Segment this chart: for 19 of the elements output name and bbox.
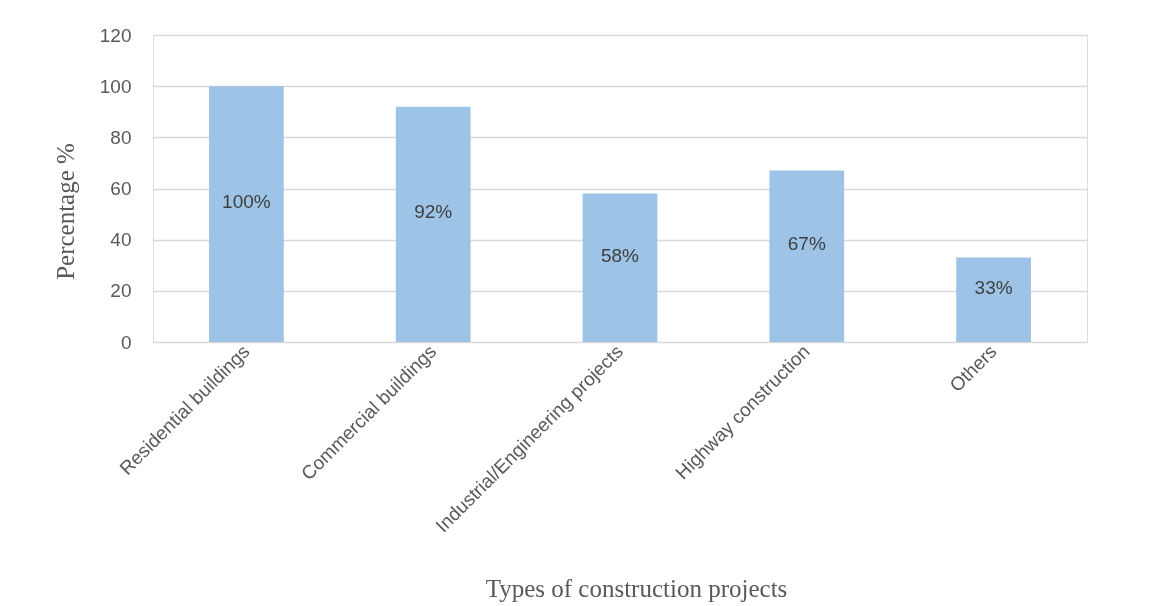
x-axis-title: Types of construction projects [485,574,788,602]
data-label: 100% [222,191,271,213]
y-tick-label: 100 [99,75,132,97]
y-tick-label: 0 [120,331,132,353]
y-tick-label: 60 [110,178,132,199]
y-axis-title: Percentage % [51,143,79,280]
data-label: 58% [600,244,640,266]
y-tick-label: 120 [99,24,132,46]
bar [582,193,658,342]
bar [209,86,284,342]
bar [956,257,1031,342]
bar [769,170,845,342]
y-tick-label: 40 [110,229,132,251]
data-label: 67% [787,233,826,255]
data-label: 92% [414,201,453,223]
data-label: 33% [974,276,1013,298]
y-tick-label: 80 [110,126,132,148]
bar [395,106,471,342]
y-tick-label: 20 [110,280,132,302]
